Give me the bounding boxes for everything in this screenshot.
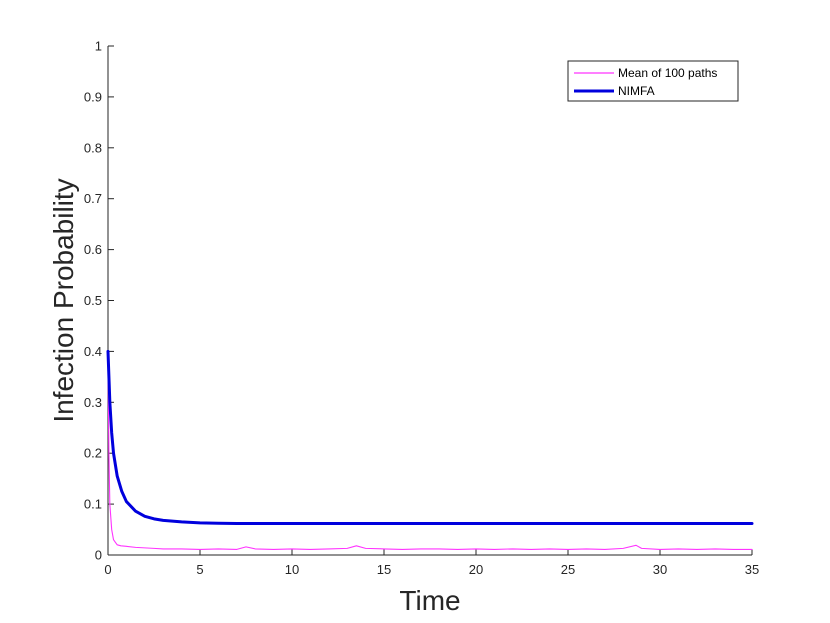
y-tick-label: 0: [95, 548, 102, 563]
y-tick-label: 0.2: [84, 446, 102, 461]
y-tick-label: 0.7: [84, 191, 102, 206]
y-tick-label: 0.5: [84, 293, 102, 308]
legend-entry-label: NIMFA: [618, 84, 655, 98]
y-tick-label: 1: [95, 39, 102, 54]
x-tick-label: 35: [745, 562, 759, 577]
x-axis-title: Time: [399, 585, 460, 616]
axes: 0 5 10 15 20 25 30 35 0 0.1 0.2 0.3 0.4 0.5 0.6 0.7 0.8 0…: [84, 39, 759, 578]
y-axis-title: Infection Probability: [48, 178, 79, 422]
series-line-0: [107, 361, 753, 550]
x-tick-label: 30: [653, 562, 667, 577]
x-tick-label: 20: [469, 562, 483, 577]
legend: Mean of 100 paths NIMFA: [567, 60, 739, 102]
x-tick-label: 10: [285, 562, 299, 577]
y-tick-label: 0.6: [84, 242, 102, 257]
x-tick-label: 15: [377, 562, 391, 577]
y-tick-label: 0.4: [84, 344, 102, 359]
y-tick-label: 0.1: [84, 497, 102, 512]
x-tick-label: 25: [561, 562, 575, 577]
x-tick-label: 0: [104, 562, 111, 577]
y-tick-label: 0.8: [84, 140, 102, 155]
series-line-1: [106, 349, 754, 525]
legend-entry-label: Mean of 100 paths: [618, 66, 717, 80]
series-area: [106, 349, 754, 550]
x-tick-label: 5: [196, 562, 203, 577]
legend-box: [567, 60, 739, 102]
y-tick-label: 0.3: [84, 395, 102, 410]
y-tick-label: 0.9: [84, 89, 102, 104]
